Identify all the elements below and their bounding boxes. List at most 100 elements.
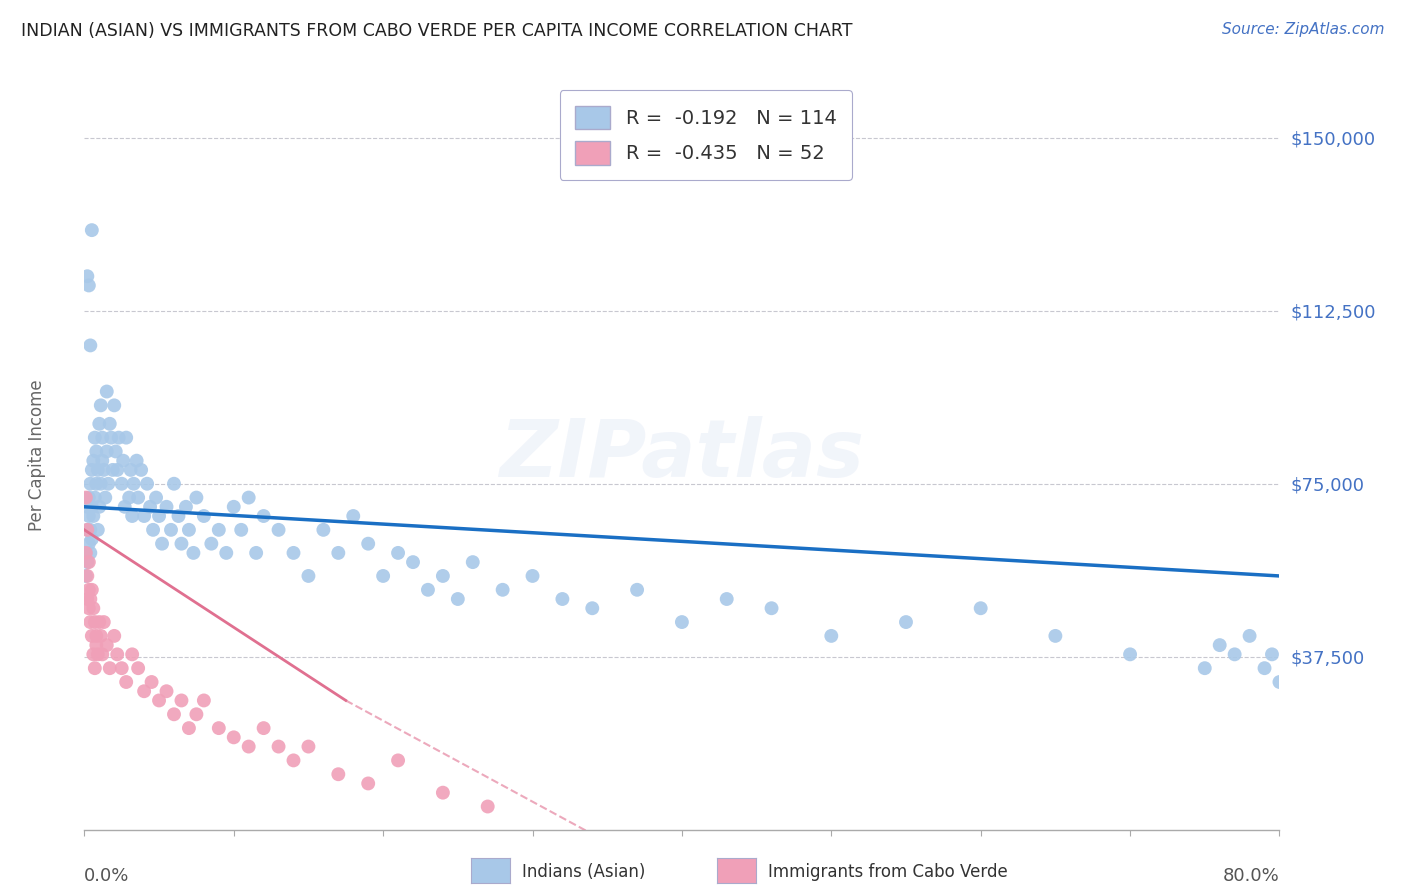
Point (200, 537, 222, 551)
Point (177, 721, 200, 735)
Point (186, 491, 208, 505)
Point (105, 648, 128, 662)
Point (238, 739, 260, 754)
Point (1268, 675, 1291, 690)
Point (127, 491, 149, 505)
Point (155, 500, 177, 514)
Point (160, 523, 183, 537)
Point (167, 508, 190, 523)
Point (76, 592, 98, 607)
Point (132, 684, 156, 698)
Point (581, 601, 603, 615)
Point (76, 523, 98, 537)
Point (328, 767, 350, 781)
Point (82, 453, 104, 467)
Point (193, 508, 215, 523)
Point (416, 582, 439, 597)
Point (86, 444, 108, 458)
Point (87, 648, 110, 662)
Point (231, 523, 253, 537)
Point (522, 569, 544, 583)
Point (79, 592, 101, 607)
Point (1119, 648, 1142, 662)
Point (77, 508, 100, 523)
Point (76, 500, 98, 514)
Point (328, 546, 350, 560)
Point (103, 629, 125, 643)
Point (447, 592, 470, 607)
Point (283, 546, 305, 560)
Point (77, 537, 100, 551)
Point (208, 721, 231, 735)
Point (894, 615, 917, 629)
Point (551, 592, 574, 607)
Point (1261, 648, 1284, 662)
Point (183, 546, 205, 560)
Point (83, 431, 105, 445)
Point (80, 629, 103, 643)
Point (87, 463, 110, 477)
Point (90, 629, 112, 643)
Point (77, 278, 100, 293)
Point (150, 537, 173, 551)
Point (121, 508, 143, 523)
Point (77, 555, 100, 569)
Point (79, 615, 101, 629)
Point (98, 661, 121, 675)
Point (80, 223, 103, 237)
Text: Indians (Asian): Indians (Asian) (522, 863, 645, 881)
Point (671, 615, 693, 629)
Point (125, 453, 148, 467)
Point (79, 523, 101, 537)
Point (145, 491, 167, 505)
Point (118, 491, 141, 505)
Point (267, 523, 290, 537)
Text: Source: ZipAtlas.com: Source: ZipAtlas.com (1222, 22, 1385, 37)
Point (83, 615, 105, 629)
Point (142, 523, 165, 537)
Text: Immigrants from Cabo Verde: Immigrants from Cabo Verde (768, 863, 1008, 881)
Point (97, 476, 120, 491)
Point (238, 491, 260, 505)
Point (75, 546, 97, 560)
Point (93, 463, 115, 477)
Point (186, 707, 208, 722)
Point (91, 453, 114, 467)
Point (1209, 638, 1232, 652)
Point (373, 569, 395, 583)
Text: ZIPatlas: ZIPatlas (499, 416, 865, 494)
Point (96, 638, 118, 652)
Point (76, 269, 98, 284)
Point (461, 555, 484, 569)
Point (89, 417, 111, 431)
Point (387, 546, 409, 560)
Point (253, 721, 276, 735)
Point (148, 693, 170, 707)
Point (96, 384, 118, 399)
Point (80, 582, 103, 597)
Point (492, 582, 515, 597)
Point (115, 675, 138, 690)
Point (89, 615, 111, 629)
Point (222, 731, 245, 745)
Point (75, 569, 97, 583)
Point (90, 398, 112, 412)
Point (267, 739, 290, 754)
Point (357, 537, 380, 551)
Point (139, 500, 162, 514)
Point (82, 648, 104, 662)
Point (115, 431, 138, 445)
Text: 0.0%: 0.0% (84, 867, 129, 885)
Point (76, 569, 98, 583)
Point (432, 569, 454, 583)
Point (122, 476, 145, 491)
Point (193, 693, 215, 707)
Point (148, 508, 170, 523)
Point (357, 776, 380, 790)
Point (80, 500, 103, 514)
Point (387, 753, 409, 767)
Point (89, 500, 111, 514)
Point (820, 629, 842, 643)
Point (111, 661, 134, 675)
Point (98, 417, 121, 431)
